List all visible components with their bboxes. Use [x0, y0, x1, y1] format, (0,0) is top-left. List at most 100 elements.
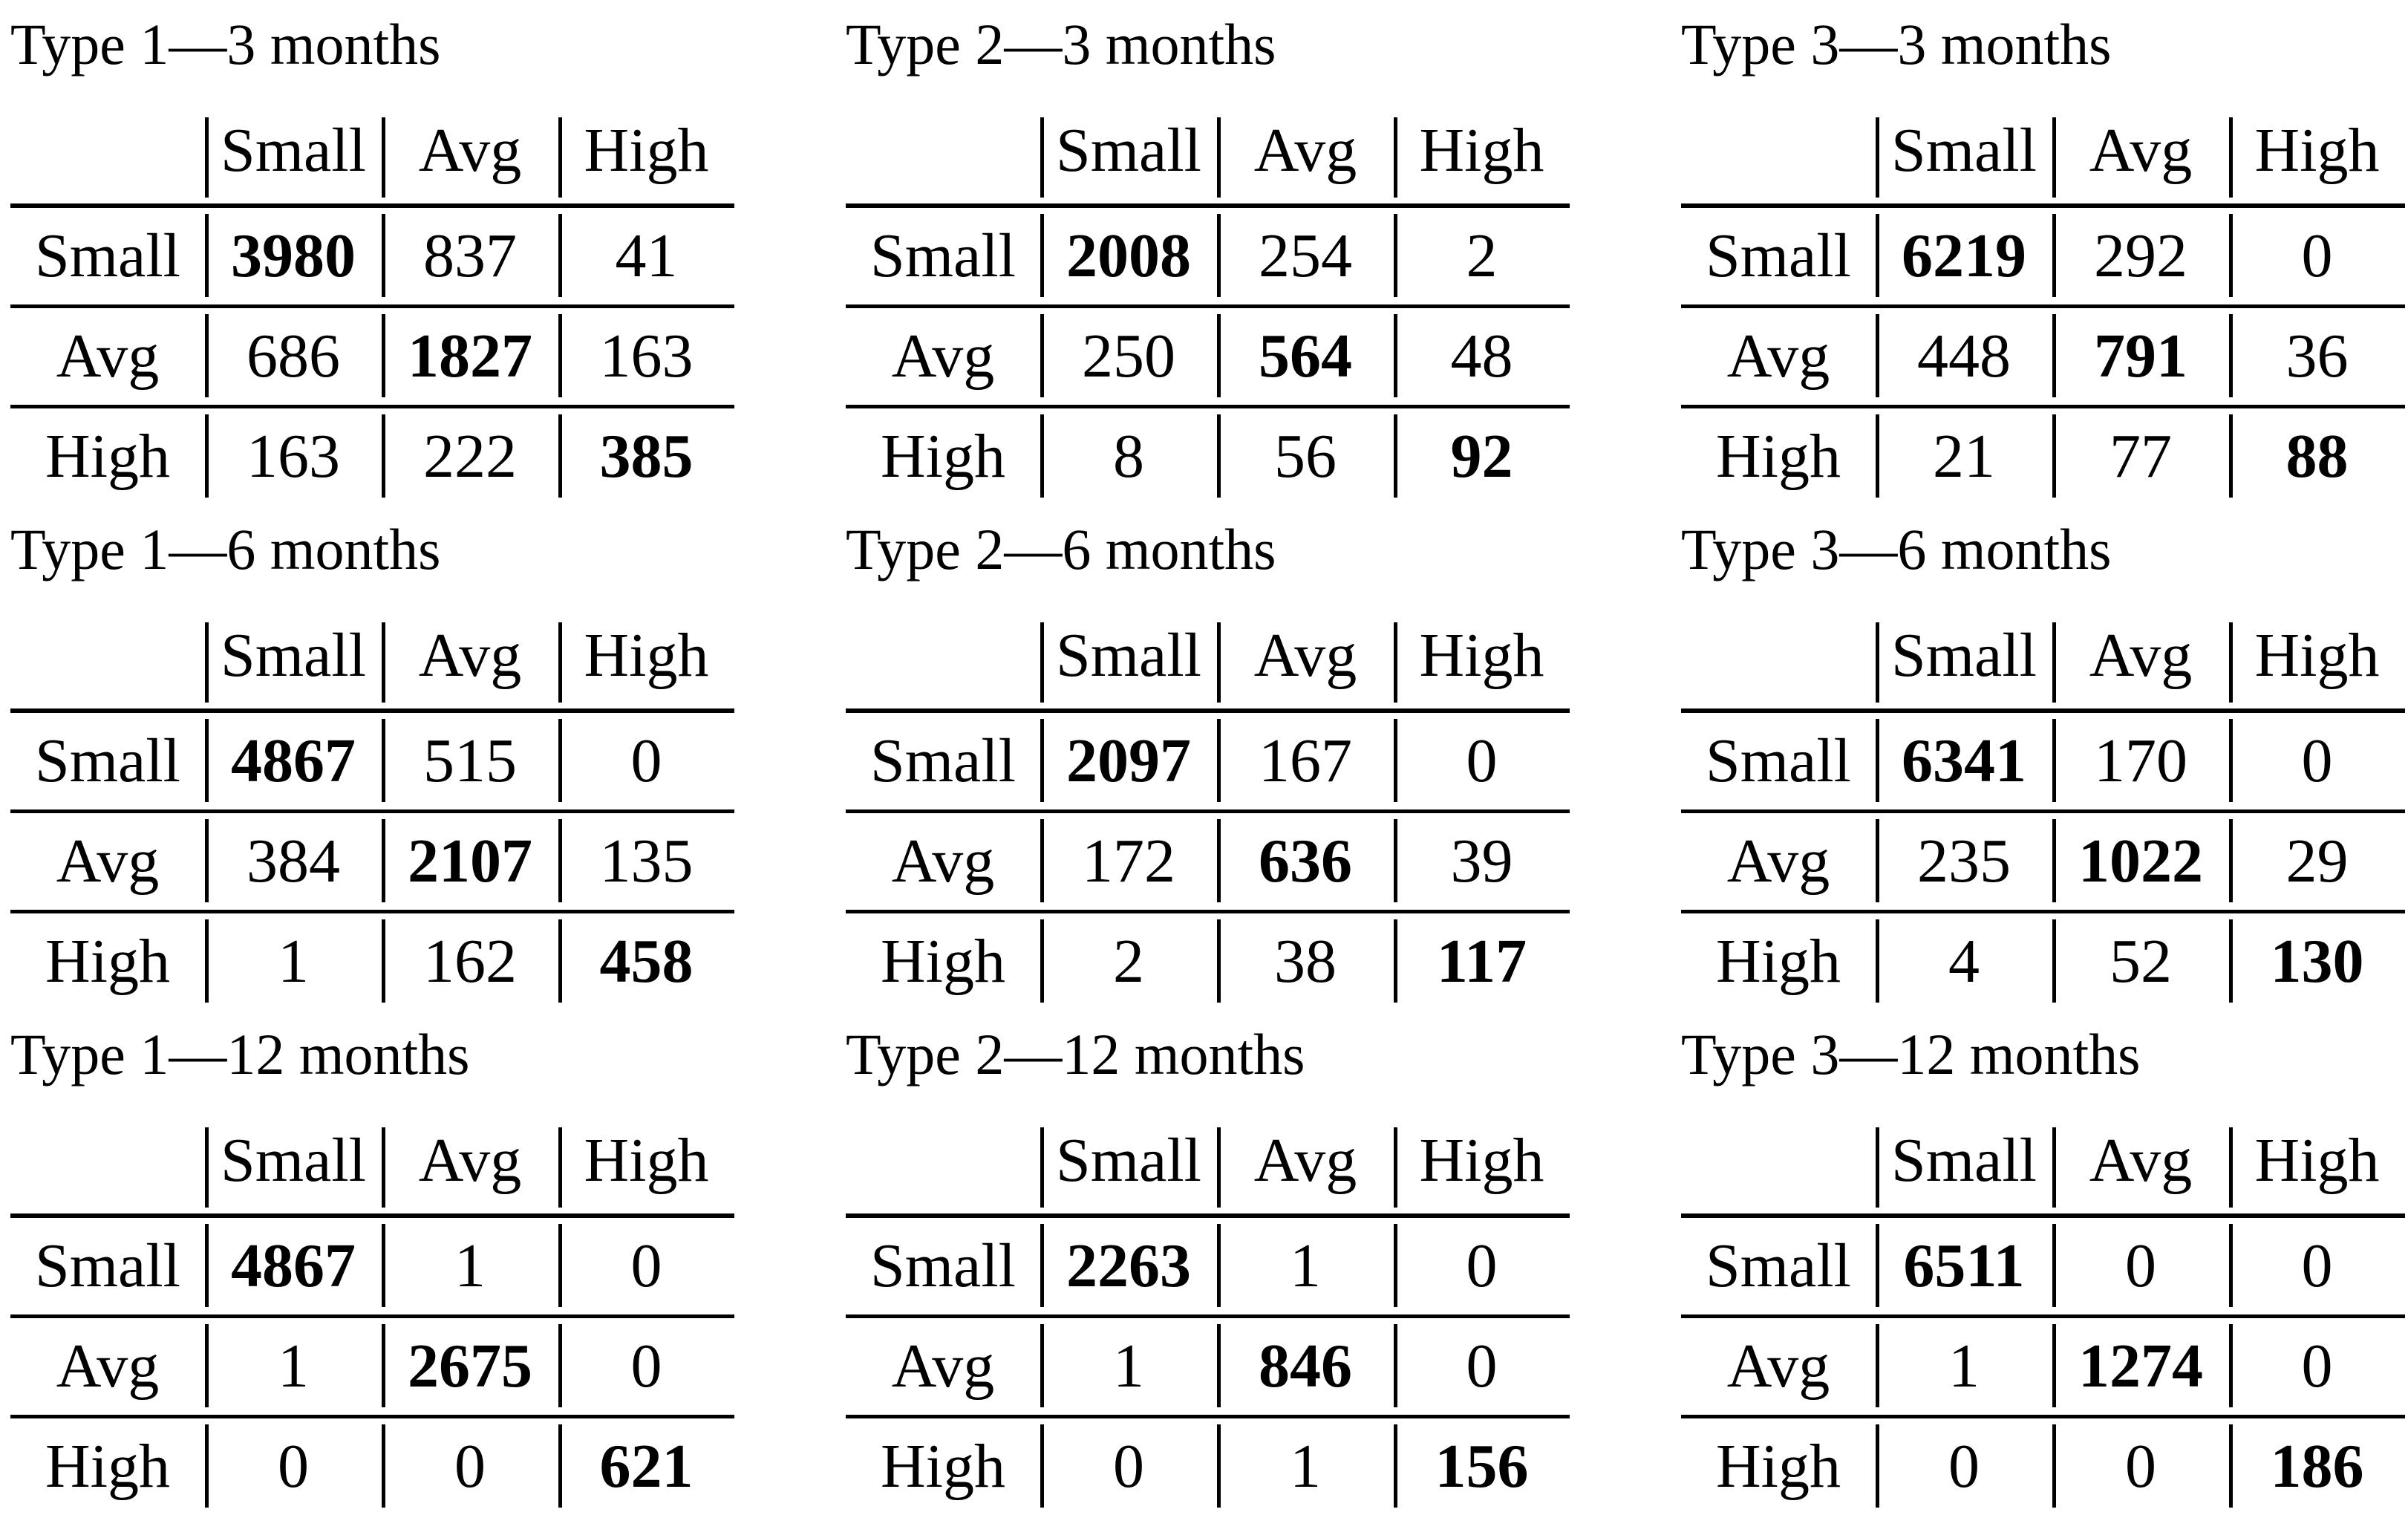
- row-label: High: [881, 1432, 1005, 1501]
- data-cell: 1: [382, 1218, 558, 1314]
- cell-value: 0: [2125, 1432, 2156, 1501]
- col-header-label: Small: [1890, 116, 2037, 185]
- table-block: Type 1—6 months Small Avg High Small 4867 515 0…: [10, 505, 734, 1010]
- cell-value: 3980: [231, 221, 356, 290]
- cell-value: 837: [423, 221, 517, 290]
- cell-value: 0: [2301, 1231, 2333, 1300]
- col-header-label: Small: [1055, 116, 1201, 185]
- column-divider: [2229, 214, 2233, 297]
- cell-value: 458: [599, 927, 694, 996]
- column-divider: [558, 414, 562, 498]
- data-cell: 130: [2229, 913, 2405, 1010]
- column-divider: [2052, 414, 2056, 498]
- column-divider: [382, 1424, 385, 1508]
- column-divider: [205, 1324, 209, 1407]
- data-cell: 2107: [382, 813, 558, 910]
- table-block: Type 1—3 months Small Avg High Small 3980 837 4…: [10, 0, 734, 505]
- cell-value: 0: [630, 1231, 662, 1300]
- col-header-label: Small: [220, 116, 366, 185]
- data-cell: 4867: [205, 1218, 382, 1314]
- col-header-cell: Avg: [382, 603, 558, 708]
- column-divider: [205, 314, 209, 397]
- cell-value: 0: [2301, 221, 2333, 290]
- column-divider: [1217, 622, 1221, 703]
- column-divider: [1217, 117, 1221, 198]
- column-divider: [1217, 414, 1221, 498]
- data-row: Avg 250 564 48: [846, 308, 1570, 408]
- data-row: High 4 52 130: [1681, 913, 2405, 1010]
- cell-value: 846: [1259, 1332, 1352, 1401]
- data-cell: 1022: [2052, 813, 2229, 910]
- row-label: Small: [869, 726, 1016, 795]
- data-cell: 1: [1217, 1418, 1394, 1515]
- data-cell: 846: [1217, 1318, 1394, 1415]
- column-divider: [382, 117, 385, 198]
- column-divider: [1876, 819, 1879, 902]
- table-title: Type 3—12 months: [1681, 1022, 2141, 1086]
- column-divider: [1040, 1324, 1044, 1407]
- data-cell: 170: [2052, 713, 2229, 809]
- data-cell: 77: [2052, 408, 2229, 505]
- data-cell: 135: [558, 813, 734, 910]
- data-row: Avg 1 2675 0: [10, 1318, 734, 1418]
- column-divider: [205, 1224, 209, 1307]
- cell-value: 1: [1948, 1332, 1980, 1401]
- data-cell: 1: [205, 913, 382, 1010]
- data-cell: 156: [1394, 1418, 1570, 1515]
- col-header-cell: Avg: [2052, 603, 2229, 708]
- data-cell: 117: [1394, 913, 1570, 1010]
- column-divider: [2229, 1424, 2233, 1508]
- col-header-label: High: [584, 116, 709, 185]
- confusion-matrix-table: Small Avg High Small 3980 837 41 Avg 686 1827 163 H…: [10, 98, 734, 505]
- col-header-label: Avg: [418, 116, 522, 185]
- row-label: Avg: [891, 322, 995, 391]
- cell-value: 1: [1290, 1432, 1321, 1501]
- cell-value: 163: [599, 322, 694, 391]
- column-divider: [1394, 1424, 1397, 1508]
- data-row: Avg 1 1274 0: [1681, 1318, 2405, 1418]
- cell-value: 384: [247, 827, 340, 896]
- col-header-cell: Avg: [382, 1108, 558, 1213]
- table-title: Type 1—12 months: [10, 1022, 470, 1086]
- data-cell: 458: [558, 913, 734, 1010]
- data-cell: 0: [2229, 1318, 2405, 1415]
- data-cell: 0: [1394, 1318, 1570, 1415]
- data-cell: 636: [1217, 813, 1394, 910]
- column-divider: [1217, 1424, 1221, 1508]
- col-header-cell: Avg: [2052, 98, 2229, 203]
- column-divider: [2052, 1127, 2056, 1208]
- column-divider: [2229, 819, 2233, 902]
- column-divider: [1394, 1224, 1397, 1307]
- cell-value: 162: [423, 927, 517, 996]
- header-row: Small Avg High: [846, 98, 1570, 208]
- table-title: Type 2—3 months: [846, 12, 1276, 76]
- column-divider: [2052, 719, 2056, 802]
- column-divider: [2229, 1127, 2233, 1208]
- data-row: High 8 56 92: [846, 408, 1570, 505]
- cell-value: 636: [1259, 827, 1352, 896]
- col-header-cell: High: [558, 1108, 734, 1213]
- data-row: Avg 172 636 39: [846, 813, 1570, 913]
- confusion-matrix-table: Small Avg High Small 4867 515 0 Avg 384 2107 135 Hi…: [10, 603, 734, 1010]
- data-row: High 1 162 458: [10, 913, 734, 1010]
- column-divider: [1040, 719, 1044, 802]
- column-divider: [558, 1424, 562, 1508]
- column-divider: [205, 1127, 209, 1208]
- data-cell: 564: [1217, 308, 1394, 405]
- column-divider: [1876, 1324, 1879, 1407]
- cell-value: 0: [278, 1432, 309, 1501]
- col-header-cell: Small: [1876, 1108, 2052, 1213]
- table-block: Type 2—3 months Small Avg High Small 2008 254 2…: [846, 0, 1570, 505]
- data-cell: 36: [2229, 308, 2405, 405]
- col-header-label: Avg: [418, 1126, 522, 1195]
- column-divider: [1040, 117, 1044, 198]
- cell-value: 1: [454, 1231, 486, 1300]
- data-cell: 0: [2052, 1418, 2229, 1515]
- column-divider: [1876, 919, 1879, 1003]
- cell-value: 6511: [1903, 1231, 2025, 1300]
- cell-value: 222: [423, 422, 517, 491]
- data-cell: 0: [1876, 1418, 2052, 1515]
- cell-value: 1: [278, 927, 309, 996]
- corner-cell: [1681, 603, 1876, 708]
- column-divider: [2229, 1224, 2233, 1307]
